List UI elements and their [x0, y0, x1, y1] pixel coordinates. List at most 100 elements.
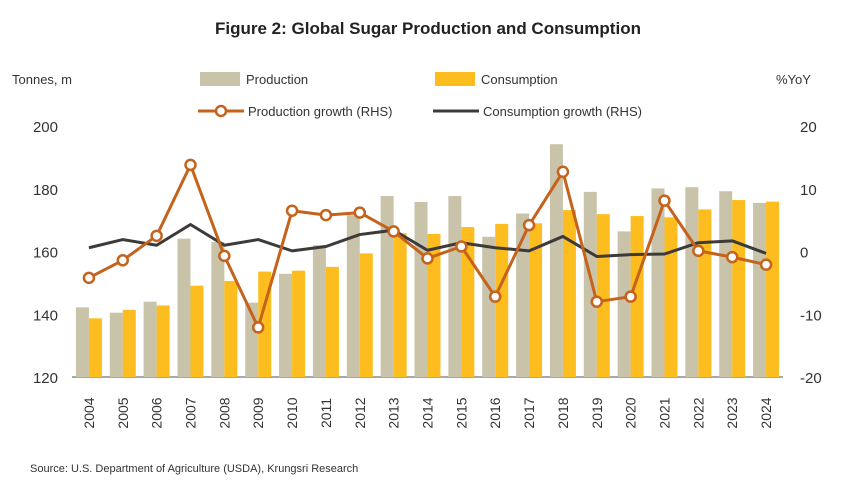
production-growth-point [624, 290, 637, 303]
consumption-bar [495, 223, 509, 377]
consumption-bar [596, 214, 610, 377]
production-growth-point [285, 204, 299, 217]
consumption-bar [562, 210, 576, 377]
x-tick-label: 2014 [420, 397, 436, 428]
x-tick-label: 2005 [115, 397, 131, 428]
production-growth-point [218, 249, 231, 263]
left-axis-label: Tonnes, m [12, 72, 72, 87]
legend-swatch-production [200, 72, 240, 86]
source-note: Source: U.S. Department of Agriculture (… [30, 463, 358, 475]
x-tick-label: 2012 [352, 397, 368, 428]
production-growth-point [488, 290, 502, 303]
chart-title: Figure 2: Global Sugar Production and Co… [215, 19, 641, 38]
x-tick-label: 2015 [453, 397, 469, 428]
production-bar [279, 273, 293, 377]
legend-label-production: Production [246, 72, 308, 87]
x-tick-label: 2020 [623, 397, 639, 428]
left-tick-label: 120 [33, 370, 58, 387]
consumption-bar [190, 285, 204, 377]
production-bar [414, 201, 428, 377]
consumption-bar [461, 227, 475, 377]
x-tick-label: 2008 [216, 397, 232, 428]
x-tick-label: 2024 [758, 397, 774, 428]
consumption-bar [224, 280, 238, 377]
production-bar [143, 301, 157, 377]
legend-label-production-growth: Production growth (RHS) [248, 104, 393, 119]
production-bar [685, 187, 699, 377]
x-tick-label: 2007 [183, 397, 199, 428]
consumption-bar [698, 209, 712, 377]
production-growth-point [150, 229, 163, 243]
right-tick-label: 20 [800, 119, 817, 136]
production-growth-point [82, 271, 96, 285]
production-bar [211, 242, 225, 377]
consumption-bar [664, 217, 678, 377]
production-growth-point [556, 165, 570, 179]
legend-label-consumption: Consumption [481, 72, 558, 87]
production-bar [75, 307, 89, 377]
production-bar [448, 195, 462, 377]
right-axis-label: %YoY [776, 72, 811, 87]
right-tick-label: 0 [800, 245, 808, 262]
production-growth-point [759, 258, 773, 271]
consumption-growth-line [88, 223, 767, 259]
right-tick-label: -10 [800, 307, 822, 324]
consumption-bar [156, 305, 170, 377]
production-bar [312, 245, 326, 377]
x-tick-label: 2004 [81, 397, 97, 428]
consumption-bar [732, 200, 746, 377]
production-bar [380, 195, 394, 377]
production-bar [346, 215, 360, 377]
consumption-bar [766, 201, 780, 377]
production-growth-point [421, 252, 434, 265]
production-growth-point [590, 295, 604, 308]
legend: Production Consumption Production growth… [198, 72, 642, 119]
consumption-bar [393, 233, 407, 377]
legend-label-consumption-growth: Consumption growth (RHS) [483, 104, 642, 119]
consumption-bar [529, 223, 543, 377]
production-growth-point [319, 208, 333, 222]
consumption-bar [88, 318, 102, 377]
production-growth-point [184, 158, 197, 172]
production-growth-point [251, 321, 265, 334]
x-tick-label: 2017 [521, 397, 537, 428]
x-tick-label: 2019 [589, 397, 605, 428]
x-tick-label: 2018 [555, 397, 571, 428]
production-bar [109, 312, 123, 377]
production-bar [583, 191, 597, 377]
x-tick-label: 2022 [690, 397, 706, 428]
production-growth-point [658, 194, 671, 207]
left-tick-label: 180 [33, 182, 58, 199]
x-tick-label: 2023 [724, 397, 740, 428]
production-bar [516, 213, 530, 377]
production-growth-point [692, 244, 705, 258]
left-tick-label: 200 [33, 119, 58, 136]
production-bar [753, 202, 767, 377]
x-tick-label: 2013 [386, 397, 402, 428]
consumption-bar [325, 266, 339, 377]
x-tick-label: 2009 [250, 397, 266, 428]
left-tick-label: 140 [33, 307, 58, 324]
consumption-bar [427, 233, 441, 377]
production-bar [177, 238, 191, 377]
production-bar [549, 144, 563, 377]
production-bar [719, 191, 733, 377]
production-growth-point [387, 225, 400, 238]
legend-marker-production-growth [214, 104, 228, 118]
production-growth-point [455, 240, 468, 253]
x-tick-label: 2016 [487, 397, 503, 428]
legend-swatch-consumption [435, 72, 475, 86]
right-tick-label: 10 [800, 182, 817, 199]
consumption-bar [292, 270, 306, 377]
production-bar [617, 231, 631, 377]
x-tick-label: 2006 [149, 397, 165, 428]
x-tick-label: 2011 [318, 398, 334, 428]
x-tick-label: 2010 [284, 397, 300, 428]
production-growth-point [725, 250, 739, 264]
x-tick-label: 2021 [657, 397, 673, 428]
left-tick-label: 160 [33, 245, 58, 262]
consumption-bar [359, 253, 373, 377]
consumption-bar [630, 216, 644, 377]
production-growth-point [116, 254, 130, 267]
